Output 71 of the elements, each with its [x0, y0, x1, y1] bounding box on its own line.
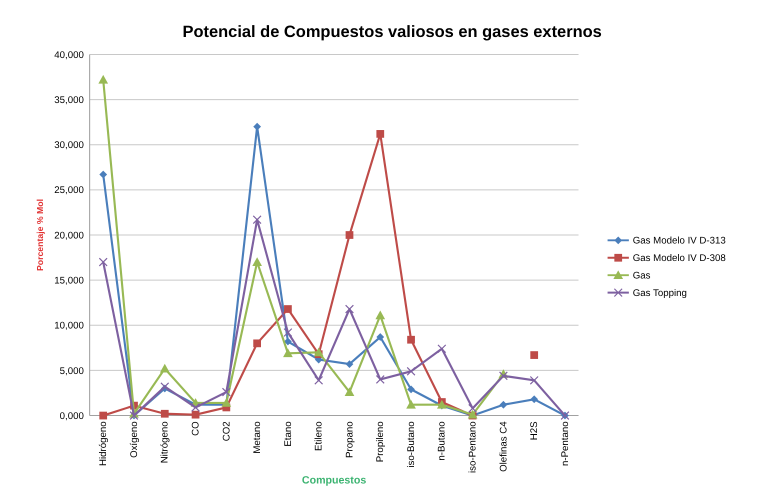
legend-label: Gas Modelo IV D-313 [632, 236, 726, 247]
point [99, 170, 108, 178]
legend-label: Gas [632, 270, 651, 282]
point [252, 215, 262, 224]
point [283, 328, 292, 337]
y-tick-label: 5,000 [60, 366, 84, 377]
y-tick-label: 30,000 [54, 140, 84, 152]
y-tick-label: 25,000 [54, 185, 84, 196]
y-tick-label: 0,000 [60, 410, 84, 422]
point [191, 402, 200, 412]
point [498, 371, 508, 380]
x-tick-label: iso-Pentano [468, 421, 479, 473]
point [406, 366, 416, 376]
point [407, 336, 415, 344]
point [284, 305, 292, 313]
x-tick-label: Propano [344, 421, 356, 458]
point [376, 374, 385, 384]
point [314, 376, 324, 385]
point [98, 74, 108, 84]
point [530, 376, 539, 385]
point [99, 412, 108, 420]
x-tick-label: Etileno [314, 421, 325, 451]
x-axis-title: Compuestos [302, 474, 366, 486]
point [160, 364, 170, 372]
point [407, 386, 415, 394]
point [376, 130, 384, 138]
point [222, 398, 232, 407]
x-tick-label: H2S [529, 421, 540, 440]
point [284, 338, 292, 346]
x-tick-label: iso-Butano [406, 421, 417, 468]
x-tick-label: CO2 [221, 421, 232, 442]
x-tick-label: n-Butano [436, 421, 448, 461]
y-tick-label: 40,000 [54, 50, 84, 61]
point [252, 257, 262, 266]
point [468, 404, 478, 413]
x-tick-label: Metano [252, 421, 264, 454]
point [406, 400, 416, 409]
x-tick-label: Nitrógeno [160, 421, 171, 464]
point [160, 382, 170, 392]
x-tick-label: Hidrógeno [98, 421, 110, 466]
point [253, 339, 262, 348]
point [314, 348, 324, 356]
y-axis-title: Porcentaje % Mol [35, 198, 46, 272]
point [530, 395, 538, 404]
point [98, 258, 108, 267]
x-tick-label: Etano [282, 421, 294, 447]
y-tick-label: 35,000 [54, 94, 84, 106]
x-tick-label: Oxígeno [128, 421, 140, 458]
point [530, 351, 538, 359]
y-tick-label: 15,000 [54, 276, 84, 287]
legend-label: Gas Modelo IV D-308 [632, 253, 726, 264]
point [346, 231, 354, 239]
point [160, 410, 169, 418]
point [437, 344, 446, 354]
y-tick-label: 20,000 [54, 230, 84, 242]
legend-label: Gas Topping [632, 288, 687, 299]
point [346, 360, 354, 368]
point [344, 387, 354, 396]
x-tick-label: Propileno [375, 421, 386, 462]
x-tick-label: n-Pentano [560, 421, 571, 466]
point [376, 333, 384, 341]
y-tick-label: 10,000 [54, 320, 84, 332]
x-tick-label: Olefinas C4 [498, 420, 510, 472]
point [283, 348, 293, 358]
point [375, 310, 386, 320]
x-tick-label: CO [190, 420, 202, 436]
chart-title: Potencial de Compuestos valiosos en gases externos [182, 23, 602, 42]
point [192, 410, 200, 419]
point [500, 400, 508, 409]
point [222, 388, 231, 397]
point [345, 304, 354, 314]
